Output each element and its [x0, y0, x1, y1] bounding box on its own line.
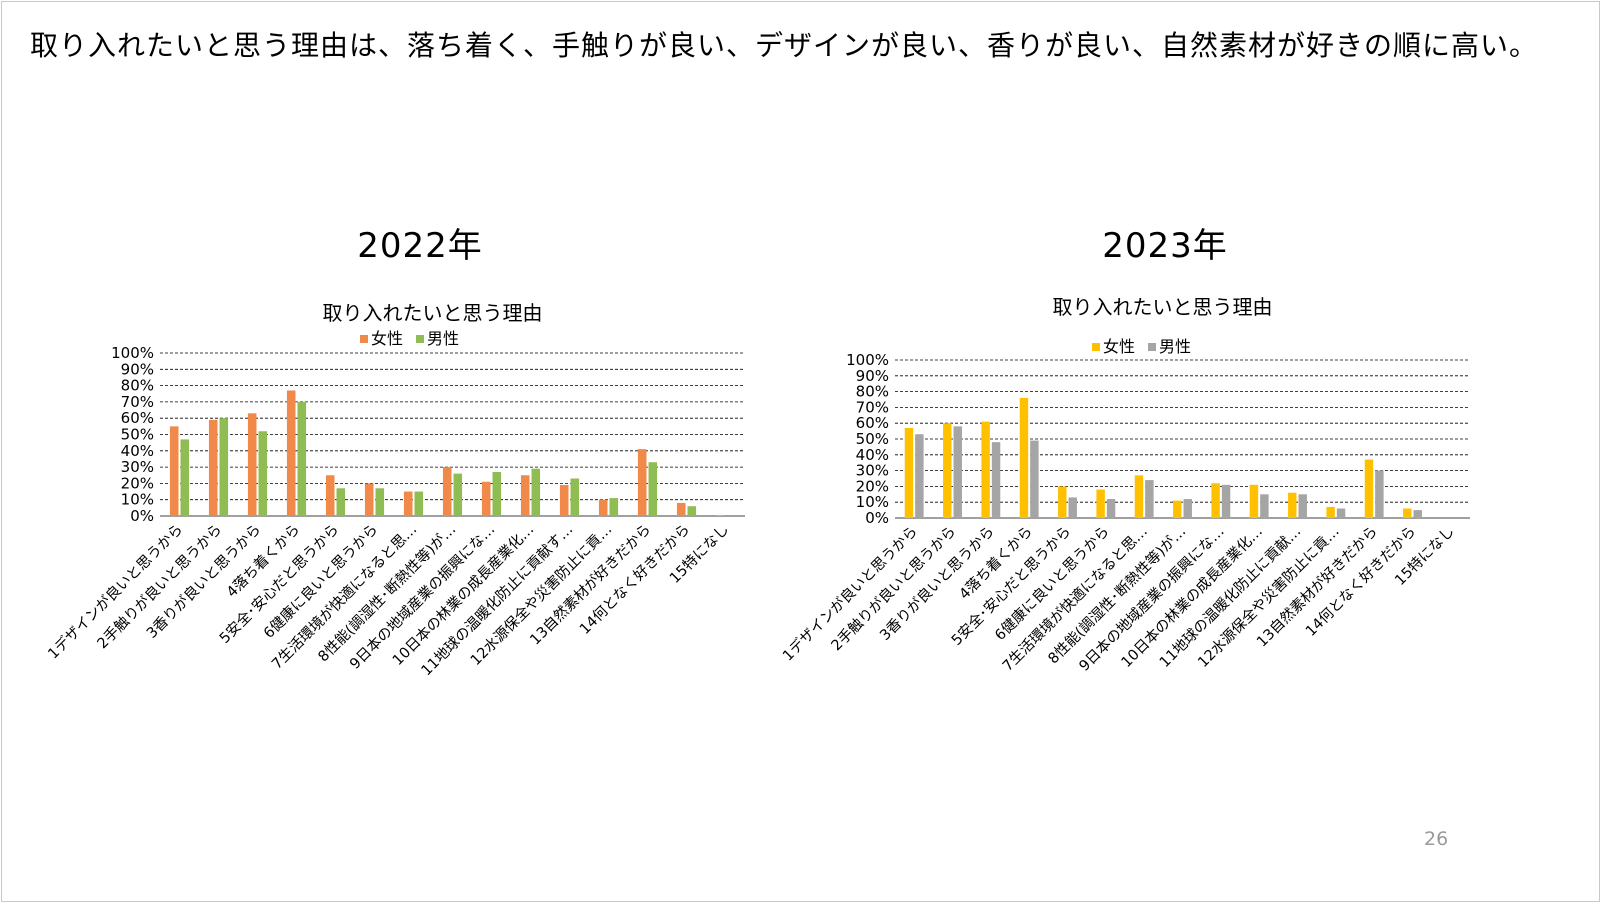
bar-female: [943, 423, 952, 518]
y-tick-label: 20%: [856, 477, 889, 495]
y-tick-label: 90%: [121, 360, 154, 378]
bar-female: [442, 467, 452, 516]
bar-male: [1221, 484, 1231, 518]
bar-male: [687, 506, 697, 516]
bar-female: [1326, 506, 1335, 518]
bar-female: [676, 502, 686, 516]
bar-male: [570, 478, 580, 516]
bar-male: [531, 468, 541, 516]
y-tick-label: 70%: [856, 398, 889, 416]
legend-label-0: 女性: [1103, 337, 1135, 356]
legend-swatch-0: [360, 335, 368, 343]
chart-title: 取り入れたいと思う理由: [323, 301, 543, 325]
bar-male: [375, 488, 385, 516]
bar-male: [180, 439, 190, 516]
bar-male: [1413, 510, 1422, 518]
bar-female: [325, 475, 335, 516]
bar-female: [1403, 508, 1412, 518]
bar-male: [1068, 497, 1077, 518]
y-tick-label: 80%: [121, 377, 154, 395]
y-tick-label: 50%: [121, 426, 154, 444]
bar-male: [648, 462, 658, 516]
slide-headline: 取り入れたいと思う理由は、落ち着く、手触りが良い、デザインが良い、香りが良い、自…: [30, 29, 1539, 62]
legend-swatch-1: [1148, 343, 1156, 351]
y-tick-label: 10%: [856, 493, 889, 511]
bar-female: [1249, 484, 1259, 518]
bar-female: [1019, 397, 1029, 518]
bar-male: [1106, 499, 1116, 518]
year-title-2023: 2023年: [1102, 226, 1228, 266]
bar-female: [637, 449, 647, 516]
y-tick-label: 90%: [856, 367, 889, 385]
y-tick-label: 30%: [856, 462, 889, 480]
bar-male: [1336, 508, 1346, 518]
x-category-label: 12水源保全や災害防止に貢…: [467, 520, 616, 669]
y-tick-label: 100%: [111, 344, 154, 362]
bar-female: [1173, 500, 1182, 518]
bar-male: [1375, 470, 1384, 518]
y-tick-label: 10%: [121, 491, 154, 509]
bar-male: [1030, 440, 1039, 518]
bar-female: [364, 483, 374, 516]
y-tick-label: 60%: [856, 414, 889, 432]
bar-female: [1096, 489, 1105, 518]
y-tick-label: 70%: [121, 393, 154, 411]
y-tick-label: 80%: [856, 383, 889, 401]
bar-male: [219, 418, 229, 516]
bar-male: [492, 471, 502, 516]
bar-female: [1134, 475, 1144, 518]
bar-female: [1058, 486, 1067, 518]
y-tick-label: 60%: [121, 409, 154, 427]
y-tick-label: 40%: [121, 442, 154, 460]
page-number: 26: [1424, 828, 1449, 850]
bar-male: [1260, 494, 1269, 518]
bar-male: [1145, 480, 1154, 518]
bar-male: [953, 426, 962, 518]
bar-male: [297, 401, 307, 516]
bar-female: [208, 419, 218, 516]
y-tick-label: 40%: [856, 446, 889, 464]
bar-female: [520, 475, 530, 516]
bar-female: [1211, 483, 1220, 518]
y-tick-label: 30%: [121, 458, 154, 476]
bar-male: [336, 488, 346, 516]
bar-female: [715, 515, 725, 516]
bar-female: [169, 426, 179, 516]
bar-male: [414, 491, 424, 516]
y-tick-label: 50%: [856, 430, 889, 448]
year-title-2022: 2022年: [357, 226, 483, 266]
y-tick-label: 0%: [865, 509, 889, 527]
bar-female: [1364, 459, 1374, 518]
bar-female: [286, 390, 296, 516]
bar-female: [403, 491, 413, 516]
y-tick-label: 0%: [130, 507, 154, 525]
bar-female: [481, 481, 491, 516]
y-tick-label: 20%: [121, 474, 154, 492]
bar-male: [258, 431, 268, 516]
legend-label-0: 女性: [371, 329, 403, 348]
bar-male: [453, 473, 463, 516]
bar-male: [915, 434, 924, 518]
bar-male: [1183, 499, 1192, 518]
bar-male: [1298, 494, 1307, 518]
bar-male: [609, 498, 619, 516]
bar-female: [247, 413, 257, 516]
legend-label-1: 男性: [1159, 337, 1191, 356]
legend-label-1: 男性: [427, 329, 459, 348]
bar-female: [904, 427, 914, 518]
x-category-label: 10日本の林業の成長産業化…: [389, 521, 537, 669]
chart-title: 取り入れたいと思う理由: [1053, 295, 1273, 319]
bar-male: [991, 442, 1001, 518]
bar-female: [1288, 492, 1297, 518]
bar-female: [559, 485, 569, 516]
legend-swatch-1: [416, 335, 424, 343]
legend-swatch-0: [1092, 343, 1100, 351]
bar-female: [981, 421, 990, 518]
y-tick-label: 100%: [846, 351, 889, 369]
bar-female: [598, 499, 608, 516]
